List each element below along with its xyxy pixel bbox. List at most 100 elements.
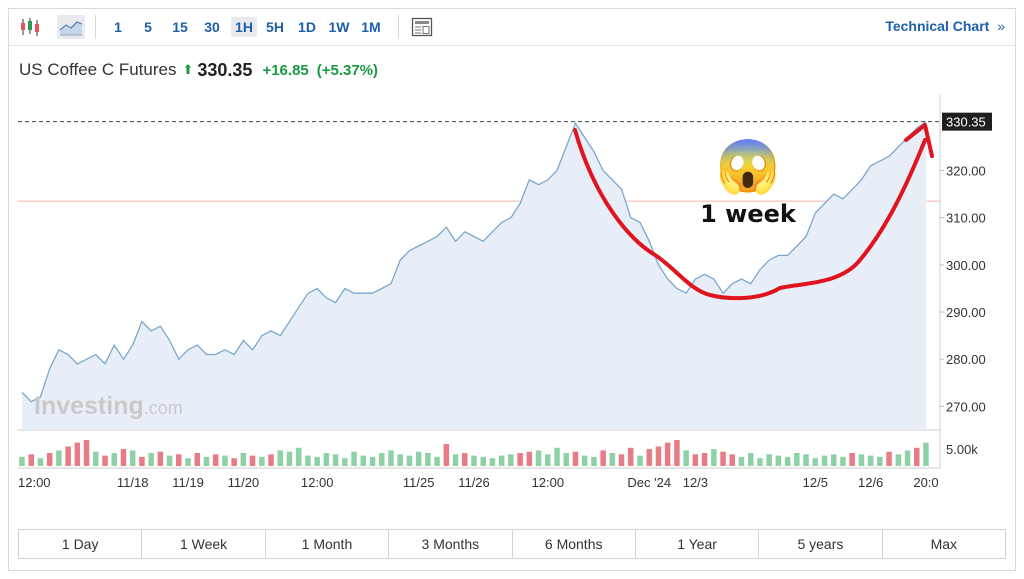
volume-bar [65,446,71,466]
volume-bar [443,443,450,466]
volume-bar [563,453,569,466]
watermark-suffix: .com [144,398,183,418]
news-panel-icon[interactable] [409,15,435,39]
volume-bar [212,454,219,466]
volume-bar [314,456,320,466]
volume-bar [674,440,680,466]
instrument-name: US Coffee C Futures [19,60,177,79]
volume-bar [452,454,459,466]
price-change-percent: (+5.37%) [316,61,379,79]
volume-bar [231,458,237,466]
range-max[interactable]: Max [930,536,958,552]
chevron-right-icon: » [997,18,1005,34]
volume-bar [572,451,579,466]
volume-bar [434,456,440,466]
volume-bar [655,446,662,466]
interval-5h[interactable]: 5H [266,19,284,35]
volume-bar [203,456,210,466]
volume-bar [886,451,892,466]
candlestick-icon[interactable] [17,15,43,39]
volume-bar [489,458,496,466]
volume-bar [923,442,929,466]
x-tick-label: 11/20 [228,475,260,490]
x-tick-label: 12:00 [532,475,565,490]
interval-1d[interactable]: 1D [298,19,316,35]
range-6-months[interactable]: 6 Months [513,530,636,558]
area-chart-icon[interactable] [57,15,85,39]
volume-bar [683,450,689,466]
watermark-brand: Investing [34,392,144,420]
y-tick-label: 300.00 [946,258,986,273]
volume-bar [821,455,828,466]
volume-bar [480,456,486,466]
range-3-months[interactable]: 3 Months [389,530,513,558]
volume-bar [849,453,855,466]
volume-bar [517,453,523,466]
volume-bar [498,455,505,466]
x-tick-label: 12/3 [683,475,708,490]
y-tick-label: 280.00 [946,352,986,367]
interval-1h[interactable]: 1H [231,17,257,37]
y-tick-label: 270.00 [946,399,986,414]
last-price-badge [942,112,992,131]
range-1-day[interactable]: 1 Day [19,530,143,558]
volume-bar [342,458,348,466]
last-price-label: 330.35 [946,115,986,130]
technical-chart-link[interactable]: Technical Chart » [885,18,1005,34]
volume-bar [729,454,735,466]
volume-bar [157,451,164,466]
range-1-month[interactable]: 1 Month [266,530,390,558]
volume-bar [406,455,413,466]
volume-bar [535,450,542,466]
x-tick-label: 11/25 [403,475,435,490]
interval-5[interactable]: 5 [144,19,152,35]
range-1-week[interactable]: 1 Week [142,530,266,558]
volume-bar [600,450,606,466]
volume-bar [28,454,34,466]
price-change: +16.85 [262,61,309,79]
interval-1[interactable]: 1 [114,19,122,35]
volume-bar [102,455,108,466]
volume-bar [526,451,533,466]
technical-chart-label: Technical Chart [885,18,990,34]
interval-15[interactable]: 15 [172,19,188,35]
volume-bar [867,455,874,466]
volume-bar [738,456,745,466]
y-tick-label: 290.00 [946,305,986,320]
volume-bar [415,451,422,466]
volume-bar [323,453,330,466]
volume-bar [471,455,477,466]
volume-bar [240,453,247,466]
volume-bar [176,454,182,466]
interval-30[interactable]: 30 [204,19,220,35]
volume-bar [646,449,652,466]
volume-bar [46,453,53,466]
chart-toolbar: 1 5 15 30 1H 5H 1D 1W 1M Technical Chart… [9,9,1015,46]
interval-1m[interactable]: 1M [361,19,381,35]
x-tick-label: 12:00 [301,475,334,490]
volume-bar [914,447,920,466]
screaming-face-icon: 😱 [716,138,781,197]
volume-bar [83,440,90,466]
volume-bar [877,456,883,466]
interval-1w[interactable]: 1W [328,19,350,35]
range-1-year[interactable]: 1 Year [636,530,760,558]
volume-bar [858,454,865,466]
range-5-years[interactable]: 5 years [759,530,883,558]
x-tick-label: 12/6 [858,475,883,490]
volume-bar [831,454,837,466]
volume-bar [720,451,726,466]
volume-bar [296,447,302,466]
volume-bar [222,455,228,466]
volume-axis-label: 5.00k [946,442,978,457]
volume-bar [766,454,772,466]
volume-bar [895,454,902,466]
investing-watermark: Investing.com [34,392,183,420]
volume-bar [545,454,551,466]
x-tick-label: Dec '24 [627,475,671,490]
volume-bar [508,454,514,466]
volume-bar [388,450,394,466]
volume-bar [397,454,403,466]
volume-bar [139,456,145,466]
